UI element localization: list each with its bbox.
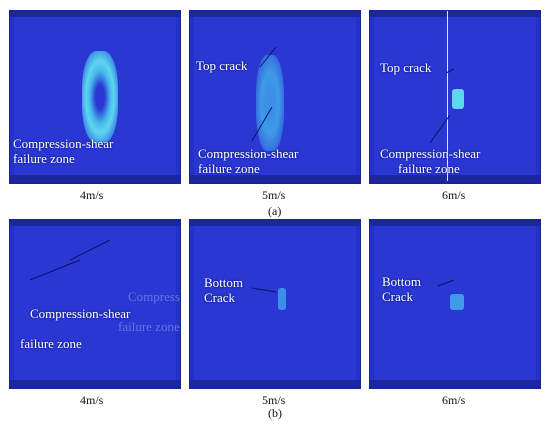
speed-label: 6m/s (442, 188, 466, 202)
specimen-top-edge (10, 220, 180, 226)
crack-label: Bottom (204, 275, 244, 290)
crack-label: Top crack (380, 60, 432, 75)
panel-b-5ms: Bottom Crack (189, 219, 361, 389)
zone-label: failure zone (118, 319, 180, 334)
crack-label: Top crack (196, 58, 248, 73)
panel-a-5ms: Top crack Compression-shear failure zone (189, 10, 361, 184)
caption-a: (a) (268, 204, 282, 218)
caption-b: (b) (268, 406, 282, 420)
leader-lines (437, 279, 455, 287)
crack-label: Crack (382, 289, 414, 304)
specimen-bottom-edge (370, 175, 540, 183)
panel-a-4ms: Compression-shear failure zone (9, 10, 181, 184)
specimen-bottom-edge (190, 380, 360, 388)
top-crack-line (447, 11, 448, 181)
specimen-bottom-edge (10, 175, 180, 183)
speed-label: 6m/s (442, 393, 466, 407)
zone-label: failure zone (198, 161, 260, 176)
zone-label: Compression-shear (30, 306, 131, 321)
leader-lines (429, 68, 455, 144)
specimen-bottom-edge (190, 175, 360, 183)
crack-label: Crack (204, 290, 236, 305)
zone-label: Compression-shear (13, 136, 114, 151)
leader-lines (29, 239, 111, 281)
speed-label: 5m/s (262, 393, 286, 407)
leader-lines (251, 287, 277, 293)
zone-label: failure zone (398, 161, 460, 176)
specimen-bottom-edge (10, 380, 180, 388)
damage-zone (450, 294, 464, 310)
specimen-face (14, 224, 176, 384)
specimen-face (194, 224, 356, 384)
crack-label: Bottom (382, 274, 422, 289)
speed-label: 4m/s (80, 393, 104, 407)
speed-label: 5m/s (262, 188, 286, 202)
damage-zone (82, 51, 118, 143)
specimen-top-edge (190, 11, 360, 17)
damage-zone (452, 89, 464, 109)
panel-a-6ms: Top crack Compression-shear failure zone (369, 10, 541, 184)
speed-label: 4m/s (80, 188, 104, 202)
zone-label: Compression-shear (128, 289, 180, 304)
specimen-top-edge (10, 11, 180, 17)
specimen-bottom-edge (370, 380, 540, 388)
zone-label: Compression-shear (380, 146, 481, 161)
specimen-top-edge (370, 220, 540, 226)
leader-lines (251, 46, 277, 142)
zone-label: Compression-shear (198, 146, 299, 161)
specimen-top-edge (370, 11, 540, 17)
damage-zone (278, 288, 286, 310)
zone-label: failure zone (20, 336, 82, 351)
panel-b-6ms: Bottom Crack (369, 219, 541, 389)
panel-b-4ms: Compression-shear Compression-shear fail… (9, 219, 181, 389)
damage-zone (256, 55, 284, 151)
specimen-top-edge (190, 220, 360, 226)
zone-label: failure zone (13, 151, 75, 166)
